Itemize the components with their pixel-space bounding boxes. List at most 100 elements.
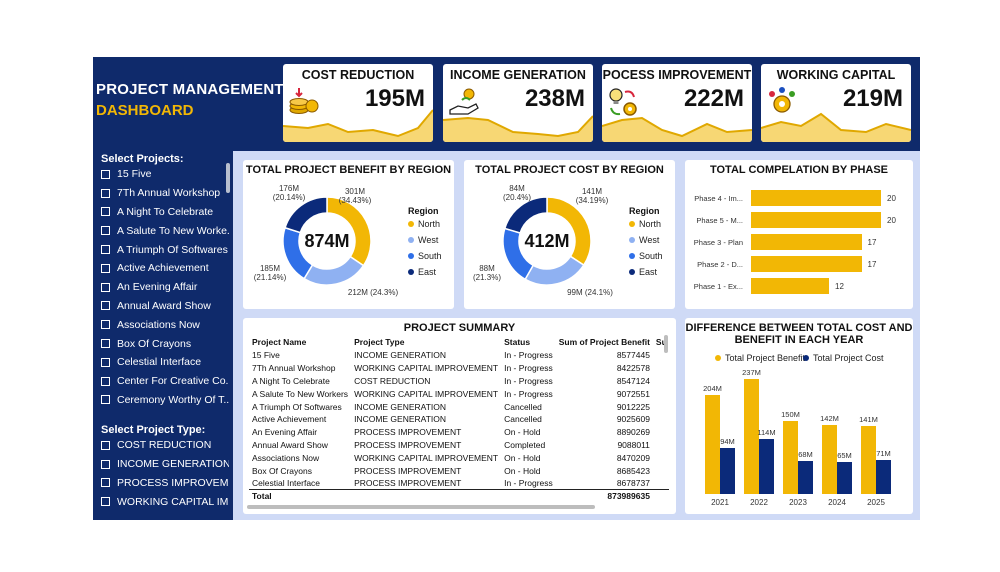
project-item[interactable]: Ceremony Worthy Of T... [101,391,229,410]
card-title: TOTAL COMPELATION BY PHASE [709,164,889,176]
checkbox[interactable] [101,320,110,330]
cost-bar[interactable] [759,438,774,494]
table-row[interactable]: Annual Award Show PROCESS IMPROVEMENT Comp… [249,439,669,452]
project-item[interactable]: 7Th Annual Workshop [101,184,229,203]
legend-item[interactable]: Total Project Cost [803,353,884,363]
project-item[interactable]: Center For Creative Co... [101,372,229,391]
type-item[interactable]: PROCESS IMPROVEME... [101,474,229,493]
legend-item-east[interactable]: East [629,267,657,277]
cost-bar[interactable] [837,462,852,494]
column-header[interactable]: Sum of Project Benefit [558,337,650,347]
label-east: 84M (20.4%) [502,184,531,202]
kpi-card-working-capital[interactable]: WORKING CAPITAL 219M [761,64,911,142]
legend-item-south[interactable]: South [629,251,663,261]
legend-item-west[interactable]: West [408,235,438,245]
project-item[interactable]: A Salute To New Worke... [101,221,229,240]
cost-bar[interactable] [876,459,891,494]
column-header[interactable]: Project Type [354,337,405,347]
donut-slice-west[interactable] [524,255,585,286]
type-item[interactable]: INCOME GENERATION [101,455,229,474]
checkbox[interactable] [101,339,110,349]
checkbox[interactable] [101,376,110,386]
checkbox[interactable] [101,459,110,469]
legend-dot [803,355,809,361]
project-item[interactable]: A Night To Celebrate [101,203,229,222]
phase-label: Phase 1 - Ex... [693,282,743,291]
table-body: 15 Five INCOME GENERATION In - Progress 857… [249,349,669,490]
project-item[interactable]: 15 Five [101,165,229,184]
table-row[interactable]: A Salute To New Workers WORKING CAPITAL I… [249,387,669,400]
legend-item-south[interactable]: South [408,251,442,261]
year-tick-label: 2021 [711,498,729,507]
table-row[interactable]: 15 Five INCOME GENERATION In - Progress 857… [249,349,669,362]
benefit-bar[interactable] [744,379,759,494]
checkbox[interactable] [101,357,110,367]
table-cell: A Triumph Of Softwares [252,401,342,412]
type-item[interactable]: WORKING CAPITAL IM... [101,492,229,511]
phase-bar[interactable] [751,212,881,228]
table-row[interactable]: Box Of Crayons PROCESS IMPROVEMENT On - Ho… [249,464,669,477]
table-row[interactable]: A Night To Celebrate COST REDUCTION In - P… [249,375,669,388]
project-item[interactable]: Annual Award Show [101,297,229,316]
legend-item-west[interactable]: West [629,235,659,245]
legend-item-north[interactable]: North [408,219,440,229]
checkbox[interactable] [101,226,110,236]
kpi-sparkline [761,112,911,142]
phase-bar[interactable] [751,256,862,272]
kpi-card-income-generation[interactable]: INCOME GENERATION 238M [443,64,593,142]
checkbox[interactable] [101,263,110,273]
vertical-scrollbar[interactable] [664,335,668,353]
donut-slice-west[interactable] [303,255,365,286]
table-row[interactable]: A Triumph Of Softwares INCOME GENERATION C… [249,400,669,413]
checkbox[interactable] [101,188,110,198]
checkbox[interactable] [101,395,110,405]
cost-bar[interactable] [720,448,735,494]
table-cell: Associations Now [252,452,320,463]
benefit-bar[interactable] [822,425,837,494]
type-item[interactable]: COST REDUCTION [101,436,229,455]
benefit-bar[interactable] [861,425,876,494]
project-item[interactable]: A Triumph Of Softwares [101,240,229,259]
table-row[interactable]: Active Achievement INCOME GENERATION Cance… [249,413,669,426]
hand-money-icon [448,86,480,118]
column-header[interactable]: Status [504,337,531,347]
column-header[interactable]: Project Name [252,337,307,347]
legend-item-east[interactable]: East [408,267,436,277]
kpi-card-cost-reduction[interactable]: COST REDUCTION 195M [283,64,433,142]
benefit-bar[interactable] [705,395,720,494]
horizontal-scrollbar[interactable] [247,505,595,509]
table-row[interactable]: An Evening Affair PROCESS IMPROVEMENT On -… [249,426,669,439]
summary-table-viewport[interactable]: Project Name Project Type Status Sum of Pro… [249,335,669,509]
donut-slice-east[interactable] [284,196,328,234]
phase-label: Phase 4 - Im... [694,194,743,203]
checkbox[interactable] [101,301,110,311]
project-item[interactable]: Associations Now [101,315,229,334]
checkbox[interactable] [101,245,110,255]
column-header[interactable]: Su [655,337,667,347]
checkbox[interactable] [101,282,110,292]
checkbox[interactable] [101,440,110,450]
project-item[interactable]: Celestial Interface [101,353,229,372]
phase-bar[interactable] [751,234,862,250]
project-item[interactable]: An Evening Affair [101,278,229,297]
legend-item[interactable]: Total Project Benefit [715,353,805,363]
table-row[interactable]: Celestial Interface PROCESS IMPROVEMENT In… [249,477,669,490]
project-item[interactable]: Active Achievement [101,259,229,278]
kpi-card-process-improvement[interactable]: POCESS IMPROVEMENT 222M [602,64,752,142]
phase-bar[interactable] [751,190,881,206]
benefit-bar[interactable] [783,421,798,494]
legend-item-north[interactable]: North [629,219,661,229]
checkbox[interactable] [101,207,110,217]
checkbox[interactable] [101,478,110,488]
table-row[interactable]: Associations Now WORKING CAPITAL IMPROVEM… [249,451,669,464]
project-item[interactable]: Box Of Crayons [101,334,229,353]
project-label: Ceremony Worthy Of T... [117,393,229,406]
type-label: COST REDUCTION [117,439,212,452]
checkbox[interactable] [101,169,110,179]
phase-bar[interactable] [751,278,829,294]
cost-bar[interactable] [798,461,813,494]
table-row[interactable]: 7Th Annual Workshop WORKING CAPITAL IMPRO… [249,362,669,375]
checkbox[interactable] [101,497,110,507]
donut-slice-east[interactable] [503,196,548,234]
projects-scrollbar[interactable] [226,163,230,193]
